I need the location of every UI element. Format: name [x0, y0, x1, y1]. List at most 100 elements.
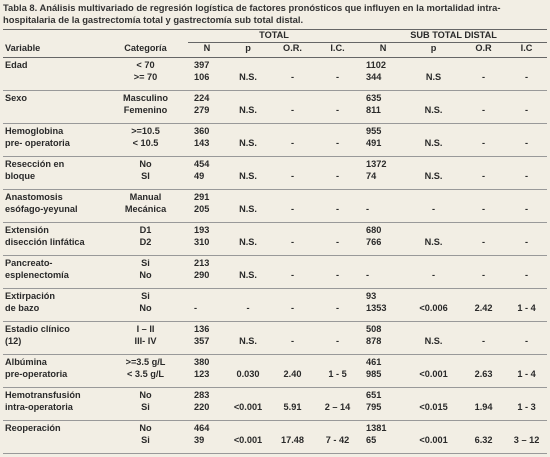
- blank-line: [408, 291, 459, 303]
- cell-value: -: [366, 269, 370, 280]
- cell-value: 213: [194, 258, 210, 268]
- data-cell: No SI: [103, 156, 188, 190]
- data-cell: -: [270, 222, 315, 256]
- cell-value: 6.32: [474, 434, 493, 445]
- cell-value: -: [525, 71, 529, 82]
- cell-value: 955: [366, 126, 382, 136]
- data-cell: N.S.: [226, 123, 270, 157]
- data-cell: 1 - 4: [506, 288, 548, 322]
- blank-line: [272, 126, 313, 138]
- data-cell: 2 – 14: [315, 387, 361, 421]
- data-cell: N.S.: [226, 189, 270, 223]
- blank-line: [463, 60, 504, 72]
- cell-value: <0.001: [233, 434, 263, 445]
- data-cell: -: [461, 123, 507, 157]
- blank-line: [408, 258, 459, 270]
- blank-line: [272, 291, 313, 303]
- category: No: [139, 390, 152, 400]
- variable-cell: Pancreato-esplenectomía: [3, 255, 103, 289]
- cell-value: -: [525, 203, 529, 214]
- cell-value: <0.001: [233, 401, 263, 412]
- data-cell: 1102 344: [360, 57, 407, 91]
- cell-value: 93: [366, 291, 377, 301]
- table-row: Hemoglobina pre- operatoria >=10.5 < 10.5 36…: [3, 123, 548, 157]
- data-cell: -: [506, 222, 548, 256]
- cell-value: -: [335, 302, 340, 313]
- blank-line: [272, 390, 313, 402]
- blank-line: [408, 93, 459, 105]
- blank-line: [463, 324, 504, 336]
- data-cell: 3 – 12: [506, 420, 548, 454]
- data-cell: -: [270, 90, 315, 124]
- cell-value: 310: [194, 236, 210, 247]
- cell-value: 1 - 4: [517, 302, 536, 313]
- category: >= 70: [133, 71, 158, 82]
- cell-value: 397: [194, 60, 210, 70]
- cell-value: 461: [366, 357, 382, 367]
- table-row: Hemotransfusión intra-operatoria No Si 283 22…: [3, 387, 548, 421]
- blank-line: [228, 258, 268, 270]
- cell-value: -: [194, 302, 198, 313]
- table-title: Tabla 8. Análisis multivariado de regres…: [3, 2, 501, 25]
- data-cell: -: [506, 321, 548, 355]
- cell-value: N.S.: [239, 236, 257, 247]
- data-cell: N.S.: [406, 321, 462, 355]
- cell-value: 1102: [366, 60, 386, 70]
- variable-cell: Estadio clínico (12): [3, 321, 103, 355]
- variable-name: Extirpación: [5, 291, 56, 301]
- data-cell: 2.40: [270, 354, 315, 388]
- variable-name: Sexo: [5, 93, 27, 103]
- data-cell: -: [461, 222, 507, 256]
- data-cell: -: [315, 57, 361, 91]
- blank-line: [408, 225, 459, 237]
- cell-value: 3 – 12: [513, 434, 540, 445]
- data-cell: -: [315, 156, 361, 190]
- data-cell: -: [406, 255, 462, 289]
- blank-line: [272, 258, 313, 270]
- cell-value: -: [482, 236, 486, 247]
- cell-value: 1.94: [474, 401, 493, 412]
- data-cell: 397 106: [188, 57, 226, 91]
- data-cell: >=3.5 g/L < 3.5 g/L: [103, 354, 188, 388]
- data-cell: -: [270, 123, 315, 157]
- blank-line: [508, 324, 545, 336]
- data-cell: 0.030: [226, 354, 270, 388]
- blank-line: [317, 357, 358, 369]
- cell-value: 2 – 14: [324, 401, 351, 412]
- data-cell: 651 795: [360, 387, 407, 421]
- cell-value: 224: [194, 93, 210, 103]
- variable-cell: Anastomosis esófago-yeyunal: [3, 189, 103, 223]
- blank-line: [272, 225, 313, 237]
- cell-value: 2.63: [474, 368, 493, 379]
- data-cell: >=10.5 < 10.5: [103, 123, 188, 157]
- column-header: p: [406, 42, 462, 58]
- variable-cell: Resección en bloque: [3, 156, 103, 190]
- cell-value: -: [290, 269, 295, 280]
- cell-value: 1 - 5: [328, 368, 347, 379]
- blank-line: [508, 126, 545, 138]
- blank-line: [408, 159, 459, 171]
- cell-value: N.S.: [424, 170, 443, 181]
- data-cell: 461 985: [360, 354, 407, 388]
- data-cell: 2.63: [461, 354, 507, 388]
- data-cell: <0.006: [406, 288, 462, 322]
- cell-value: -: [482, 71, 486, 82]
- data-cell: Manual Mecánica: [103, 189, 188, 223]
- data-cell: No Si: [103, 420, 188, 454]
- data-cell: -: [270, 255, 315, 289]
- data-cell: N.S.: [226, 156, 270, 190]
- data-cell: 680 766: [360, 222, 407, 256]
- cell-value: 2.42: [474, 302, 493, 313]
- data-cell: 464 39: [188, 420, 226, 454]
- table-row: Sexo Masculino Femenino 224 279 N.S. - -635 811 N…: [3, 90, 548, 124]
- cell-value: N.S.: [239, 269, 257, 280]
- variable-name: Anastomosis: [5, 192, 63, 202]
- data-cell: -: [406, 189, 462, 223]
- cell-value: -: [335, 335, 340, 346]
- variable-cell: Albúmina pre-operatoria: [3, 354, 103, 388]
- variable-name: esplenectomía: [5, 269, 69, 280]
- data-cell: 1 - 4: [506, 354, 548, 388]
- category: Si: [141, 291, 150, 301]
- blank-line: [317, 93, 358, 105]
